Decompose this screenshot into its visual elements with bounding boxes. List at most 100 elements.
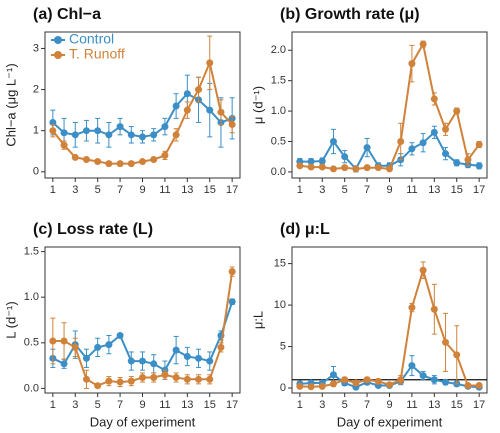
data-point bbox=[341, 164, 349, 172]
y-tick-label: 1.5 bbox=[271, 75, 286, 87]
data-point bbox=[116, 123, 124, 131]
data-point bbox=[161, 123, 169, 131]
y-tick-label: 5 bbox=[280, 340, 286, 352]
panel-title: (c) Loss rate (L) bbox=[33, 221, 153, 238]
data-point bbox=[71, 153, 79, 161]
x-tick-label: 9 bbox=[386, 184, 392, 196]
data-point bbox=[172, 373, 180, 381]
y-tick-label: 2.0 bbox=[271, 44, 286, 56]
data-point bbox=[352, 165, 360, 173]
x-tick-label: 3 bbox=[319, 399, 325, 411]
data-point bbox=[71, 131, 79, 139]
data-point bbox=[127, 131, 135, 139]
data-point bbox=[228, 121, 236, 129]
x-tick-label: 3 bbox=[72, 184, 78, 196]
data-point bbox=[127, 357, 135, 365]
y-tick-label: 0.0 bbox=[24, 382, 39, 394]
data-point bbox=[105, 377, 113, 385]
data-point bbox=[408, 304, 416, 312]
data-point bbox=[296, 382, 304, 390]
legend-label: Control bbox=[69, 31, 114, 47]
x-tick-label: 13 bbox=[181, 184, 193, 196]
x-tick-label: 7 bbox=[364, 399, 370, 411]
plot-frame bbox=[291, 31, 488, 179]
data-point bbox=[408, 145, 416, 153]
data-point bbox=[49, 337, 57, 345]
x-tick-label: 11 bbox=[406, 399, 417, 411]
x-tick-label: 13 bbox=[181, 399, 193, 411]
x-tick-label: 17 bbox=[226, 399, 238, 411]
data-point bbox=[228, 268, 236, 276]
data-point bbox=[94, 158, 102, 166]
data-point bbox=[397, 138, 405, 145]
data-point bbox=[150, 373, 158, 381]
data-point bbox=[475, 382, 483, 390]
data-point bbox=[329, 380, 337, 388]
y-tick-label: 0.0 bbox=[271, 166, 286, 178]
legend-marker bbox=[54, 36, 62, 44]
data-point bbox=[206, 59, 214, 67]
data-point bbox=[139, 373, 146, 381]
data-point bbox=[183, 353, 191, 360]
data-point bbox=[363, 144, 371, 152]
x-tick-label: 7 bbox=[117, 184, 123, 196]
data-point bbox=[408, 60, 416, 68]
x-tick-label: 5 bbox=[95, 399, 101, 411]
data-point bbox=[217, 108, 225, 116]
data-point bbox=[363, 164, 371, 172]
data-point bbox=[442, 125, 450, 133]
data-point bbox=[430, 128, 438, 136]
data-point bbox=[195, 86, 203, 94]
x-tick-label: 17 bbox=[226, 184, 238, 196]
data-point bbox=[307, 383, 315, 391]
x-tick-label: 7 bbox=[364, 184, 370, 196]
data-point bbox=[127, 160, 135, 168]
data-point bbox=[172, 102, 180, 110]
y-axis-label: μ:L bbox=[250, 311, 265, 329]
y-axis-label: μ (d⁻¹) bbox=[250, 86, 265, 124]
data-point bbox=[161, 151, 169, 159]
data-point bbox=[318, 382, 326, 390]
x-tick-label: 15 bbox=[451, 184, 463, 196]
y-tick-label: 0.5 bbox=[24, 337, 39, 349]
data-point bbox=[318, 157, 326, 165]
data-point bbox=[475, 141, 483, 149]
x-tick-label: 9 bbox=[139, 184, 145, 196]
data-point bbox=[195, 354, 203, 362]
x-tick-label: 3 bbox=[319, 184, 325, 196]
x-tick-label: 5 bbox=[342, 184, 348, 196]
data-point bbox=[419, 372, 427, 380]
data-point bbox=[430, 376, 438, 384]
x-tick-label: 11 bbox=[406, 184, 417, 196]
data-point bbox=[105, 131, 113, 139]
x-tick-label: 15 bbox=[451, 399, 463, 411]
data-point bbox=[116, 160, 124, 168]
data-point bbox=[374, 377, 382, 385]
data-point bbox=[206, 375, 214, 383]
data-point bbox=[82, 354, 90, 362]
data-point bbox=[419, 266, 427, 274]
data-point bbox=[442, 378, 450, 386]
series-line bbox=[299, 266, 480, 388]
series-line bbox=[299, 41, 481, 170]
x-tick-label: 3 bbox=[72, 399, 78, 411]
data-point bbox=[60, 141, 68, 149]
data-point bbox=[419, 139, 427, 147]
y-tick-label: 0.5 bbox=[271, 135, 286, 147]
data-point bbox=[363, 376, 371, 384]
x-tick-label: 13 bbox=[428, 399, 440, 411]
data-point bbox=[94, 382, 102, 390]
data-point bbox=[139, 133, 146, 141]
data-point bbox=[464, 382, 472, 390]
data-point bbox=[442, 338, 450, 346]
data-point bbox=[419, 40, 427, 48]
data-point bbox=[386, 165, 393, 173]
legend-marker bbox=[54, 51, 62, 59]
data-point bbox=[453, 159, 461, 167]
data-point bbox=[127, 377, 135, 385]
data-point bbox=[150, 131, 158, 139]
x-tick-label: 1 bbox=[50, 399, 56, 411]
data-point bbox=[105, 160, 113, 168]
y-tick-label: 10 bbox=[274, 299, 286, 311]
